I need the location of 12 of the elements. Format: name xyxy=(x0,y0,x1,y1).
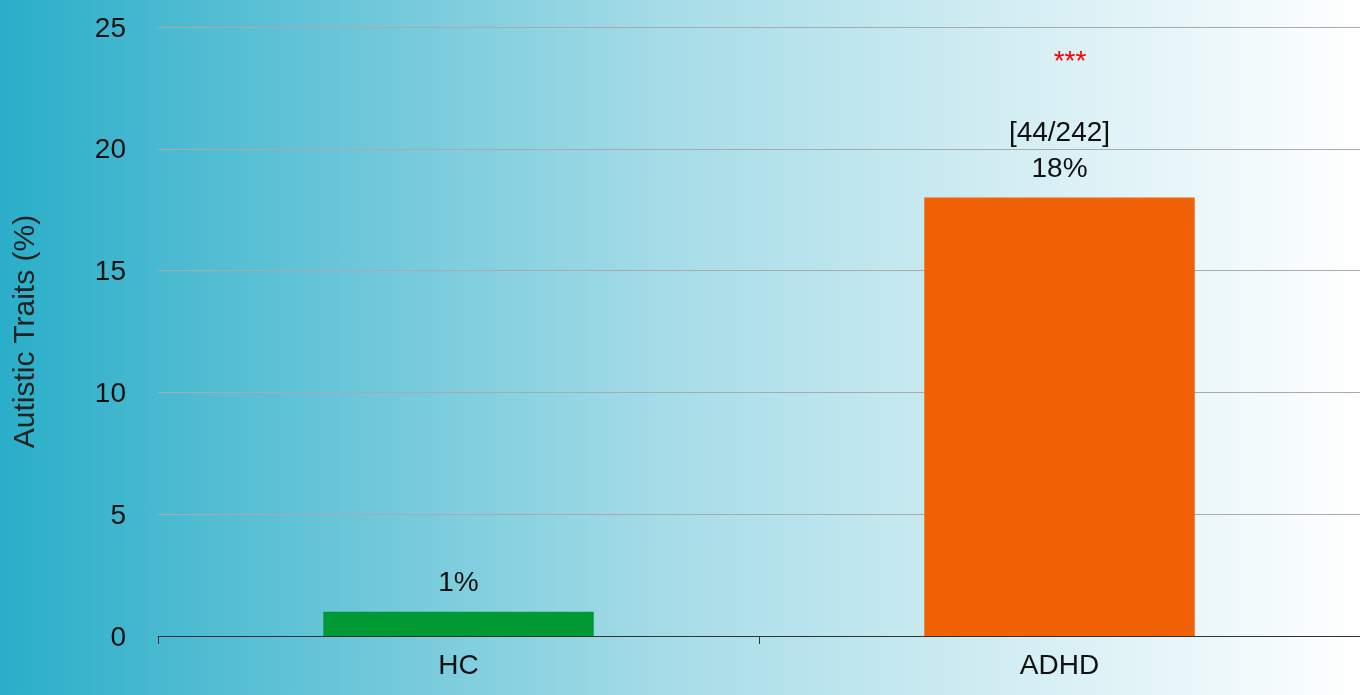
y-axis-title: Autistic Traits (%) xyxy=(6,214,40,449)
y-tick-label: 25 xyxy=(94,11,126,43)
data-label: 1% xyxy=(438,566,479,598)
y-tick-label: 10 xyxy=(94,376,126,408)
x-tick-label: ADHD xyxy=(1019,648,1100,680)
y-tick-label: 0 xyxy=(110,620,126,652)
y-tick-label: 5 xyxy=(110,498,126,530)
data-label: [44/242] 18% xyxy=(1008,116,1111,184)
y-tick-label: 20 xyxy=(94,133,126,165)
annotation: *** xyxy=(1053,44,1087,76)
y-tick-label: 15 xyxy=(94,255,126,287)
x-tick-label: HC xyxy=(438,648,479,680)
